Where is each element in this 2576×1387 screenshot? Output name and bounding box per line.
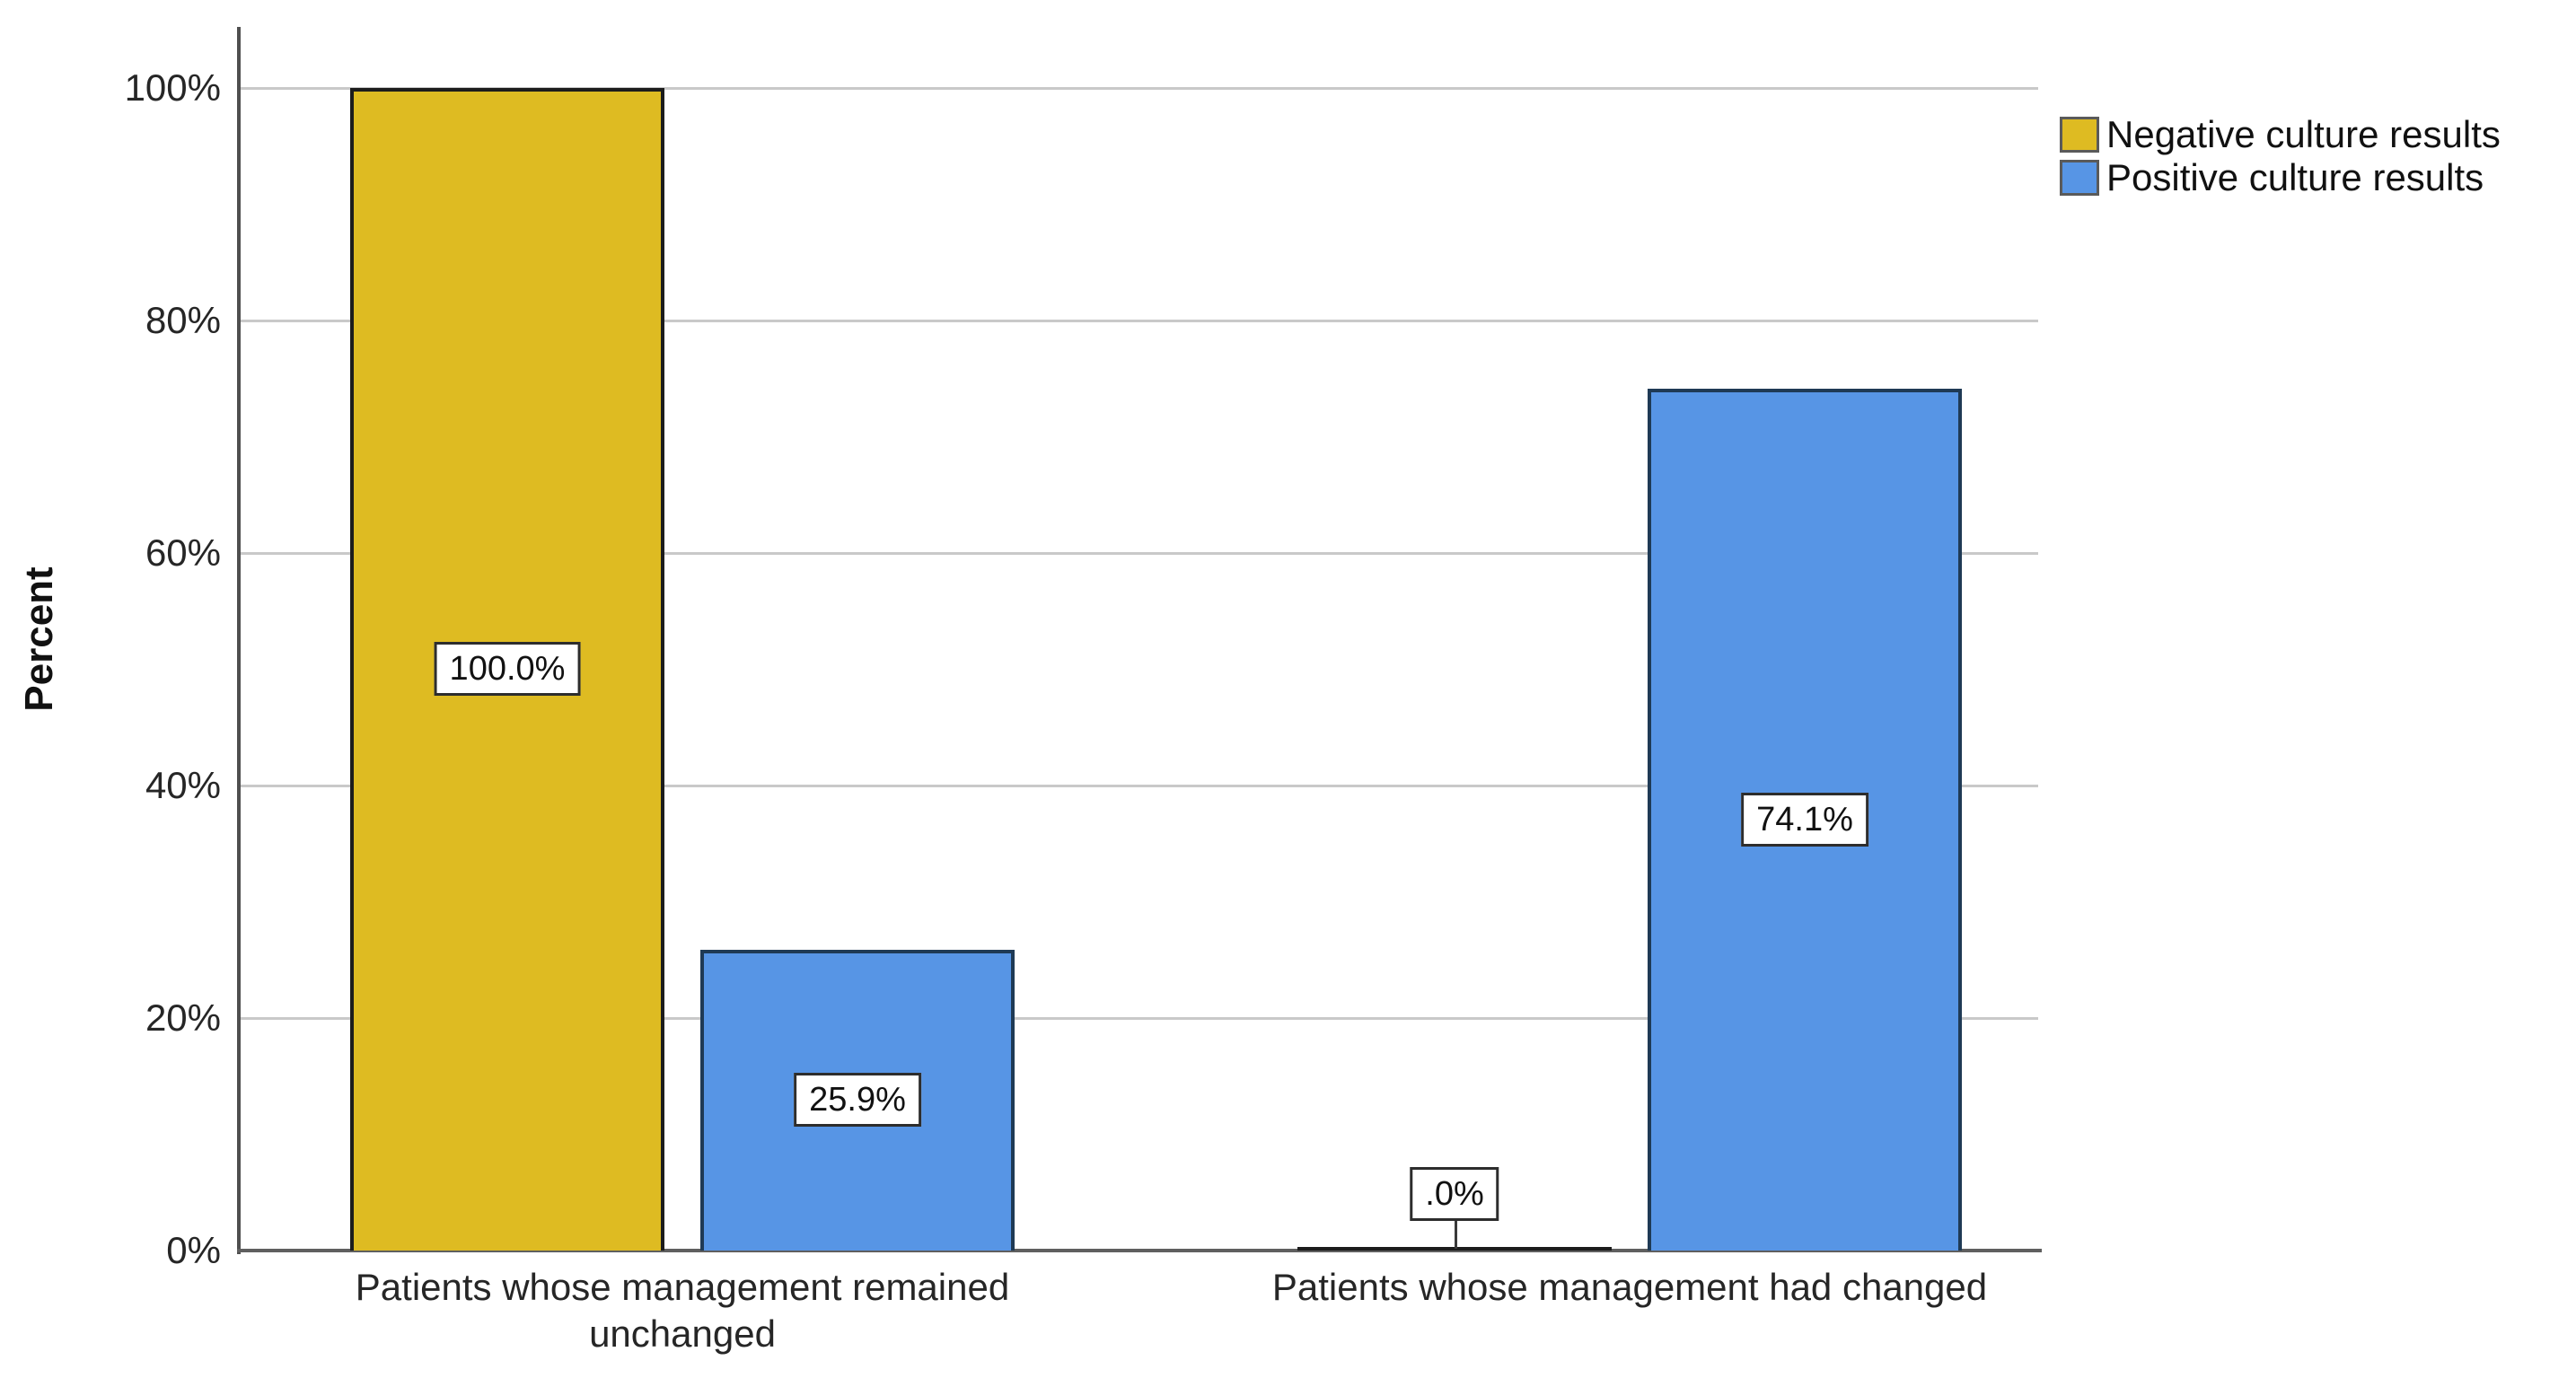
gridline-100 [241,87,2038,90]
value-label-negative-unchanged: 100.0% [434,642,581,696]
legend-item-positive: Positive culture results [2060,156,2501,199]
x-axis-line [237,1249,2042,1252]
callout-line [1455,1218,1457,1249]
gridline-60 [241,552,2038,555]
gridline-40 [241,785,2038,787]
value-label-negative-changed: .0% [1410,1167,1499,1221]
bar-slot: 25.9% [700,27,1015,1251]
legend-swatch-positive-icon [2060,160,2099,196]
x-category-label-unchanged: Patients whose management remained uncha… [355,1266,1010,1355]
plot-area: 100.0% 25.9% .0% 74.1% [237,27,2042,1254]
bar-slot: .0% [1297,27,1612,1251]
legend-item-negative: Negative culture results [2060,113,2501,156]
gridline-20 [241,1017,2038,1020]
bar-cluster-changed: .0% 74.1% [1297,27,1962,1251]
bar-slot: 74.1% [1648,27,1962,1251]
value-label-positive-changed: 74.1% [1741,793,1868,847]
y-axis-title: Percent [17,566,61,712]
gridline-80 [241,320,2038,322]
y-tick-label-20: 20% [145,996,221,1039]
legend-label-negative: Negative culture results [2106,113,2501,155]
y-tick-label-100: 100% [124,66,221,109]
x-category-label-changed: Patients whose management had changed [1271,1266,1988,1308]
y-tick-label-40: 40% [145,764,221,806]
bar-negative-culture-changed [1297,1247,1612,1251]
bar-slot: 100.0% [350,27,664,1251]
y-tick-label-80: 80% [145,299,221,341]
legend: Negative culture results Positive cultur… [2060,113,2501,199]
y-tick-label-60: 60% [145,531,221,574]
y-axis-line [237,27,241,1254]
value-label-positive-unchanged: 25.9% [794,1073,921,1127]
legend-swatch-negative-icon [2060,117,2099,153]
y-tick-label-0: 0% [166,1229,221,1271]
legend-label-positive: Positive culture results [2106,156,2484,198]
bar-cluster-unchanged: 100.0% 25.9% [350,27,1015,1251]
